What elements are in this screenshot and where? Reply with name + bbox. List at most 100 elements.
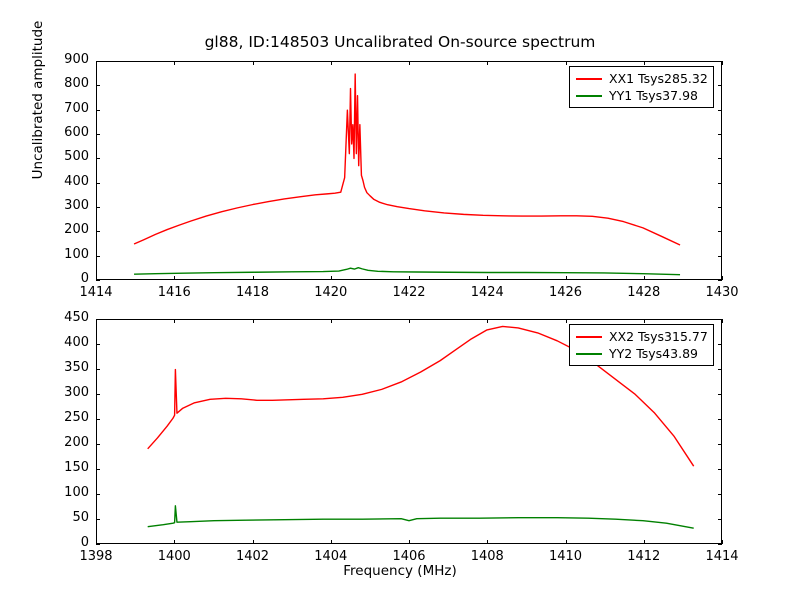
x-tick-label: 1426 [548, 285, 583, 300]
x-tick-mark [96, 276, 97, 280]
x-tick-mark [252, 61, 254, 65]
x-tick-mark [643, 61, 645, 65]
y-tick-mark [718, 255, 722, 257]
x-tick-mark [96, 61, 97, 65]
y-tick-label: 0 [80, 535, 89, 550]
legend-entry: YY1 Tsys37.98 [574, 87, 708, 104]
legend-entry-label: YY2 Tsys43.89 [609, 346, 698, 361]
y-tick-label: 100 [64, 246, 89, 262]
x-tick-mark [565, 276, 567, 280]
x-tick-mark [643, 319, 645, 323]
legend-entry-label: YY1 Tsys37.98 [609, 88, 698, 103]
y-tick-mark [718, 109, 722, 111]
y-tick-mark [718, 394, 722, 395]
y-tick-mark [96, 85, 100, 87]
y-tick-mark [96, 255, 100, 257]
x-tick-mark [96, 540, 97, 544]
x-tick-mark [643, 540, 645, 544]
y-tick-mark [718, 469, 722, 470]
y-tick-label: 600 [64, 125, 89, 140]
x-tick-mark [565, 61, 567, 65]
y-tick-mark [96, 182, 100, 184]
x-tick-label: 1400 [157, 549, 191, 564]
x-tick-label: 1422 [392, 285, 426, 300]
x-tick-mark [252, 276, 254, 280]
y-tick-mark [718, 280, 722, 281]
x-tick-mark [174, 540, 176, 544]
x-tick-mark [487, 276, 489, 280]
y-tick-mark [96, 109, 100, 111]
legend-entry-label: XX2 Tsys315.77 [609, 329, 708, 344]
y-tick-label: 700 [64, 100, 89, 116]
y-tick-mark [96, 469, 100, 470]
y-tick-mark [718, 85, 722, 87]
y-tick-mark [718, 544, 722, 545]
y-tick-label: 150 [64, 460, 89, 475]
x-tick-mark [174, 319, 176, 323]
y-tick-label: 300 [64, 198, 89, 213]
y-tick-mark [718, 134, 722, 135]
y-tick-label: 900 [64, 52, 89, 67]
y-tick-label: 0 [80, 271, 89, 286]
x-tick-mark [174, 61, 176, 65]
y-tick-mark [718, 207, 722, 208]
y-tick-label: 200 [64, 435, 89, 450]
y-tick-mark [718, 182, 722, 184]
y-tick-mark [96, 444, 100, 445]
legend-color-swatch [576, 352, 602, 355]
y-tick-mark [718, 344, 722, 345]
y-tick-mark [718, 444, 722, 445]
data-series-line [134, 268, 680, 275]
x-tick-mark [487, 61, 489, 65]
y-tick-mark [718, 158, 722, 160]
legend-entry: YY2 Tsys43.89 [574, 345, 708, 362]
legend-entry-label: XX1 Tsys285.32 [609, 71, 708, 86]
legend-entry: XX1 Tsys285.32 [574, 70, 708, 87]
x-tick-label: 1406 [392, 549, 426, 564]
y-tick-label: 450 [64, 310, 89, 325]
x-tick-mark [96, 319, 97, 323]
y-tick-label: 350 [64, 360, 89, 375]
x-tick-label: 1408 [470, 549, 504, 564]
legend-color-swatch [576, 94, 602, 97]
x-tick-label: 1404 [314, 549, 348, 564]
y-tick-mark [96, 544, 100, 545]
x-tick-mark [252, 319, 254, 323]
x-tick-mark [330, 276, 332, 280]
x-tick-label: 1402 [235, 549, 270, 564]
y-tick-mark [96, 344, 100, 345]
y-tick-label: 400 [64, 335, 89, 350]
data-series-line [134, 74, 680, 245]
y-tick-mark [96, 134, 100, 135]
x-tick-mark [722, 319, 723, 323]
y-tick-mark [718, 369, 722, 370]
x-tick-label: 1424 [470, 285, 504, 300]
y-tick-mark [96, 394, 100, 395]
x-tick-mark [487, 319, 489, 323]
y-tick-mark [96, 158, 100, 160]
y-tick-mark [96, 207, 100, 208]
y-tick-mark [718, 231, 722, 233]
x-tick-label: 1430 [705, 285, 739, 300]
y-tick-label: 250 [64, 410, 89, 425]
x-tick-mark [643, 276, 645, 280]
y-tick-mark [96, 369, 100, 370]
x-tick-label: 1418 [235, 285, 270, 300]
y-tick-mark [718, 494, 722, 495]
x-tick-mark [330, 540, 332, 544]
x-tick-label: 1428 [627, 285, 661, 300]
x-tick-label: 1420 [314, 285, 348, 300]
x-tick-mark [409, 319, 410, 323]
y-tick-mark [718, 419, 722, 420]
y-tick-mark [96, 319, 100, 320]
y-tick-mark [96, 280, 100, 281]
x-tick-mark [330, 319, 332, 323]
x-tick-label: 1412 [627, 549, 661, 564]
chart-title: gl88, ID:148503 Uncalibrated On-source s… [204, 33, 596, 51]
legend-color-swatch [576, 77, 602, 80]
top-legend: XX1 Tsys285.32 YY1 Tsys37.98 [569, 66, 714, 108]
y-tick-label: 400 [64, 173, 89, 189]
x-tick-mark [565, 540, 567, 544]
x-tick-label: 1398 [79, 549, 113, 564]
x-tick-label: 1414 [705, 549, 739, 564]
